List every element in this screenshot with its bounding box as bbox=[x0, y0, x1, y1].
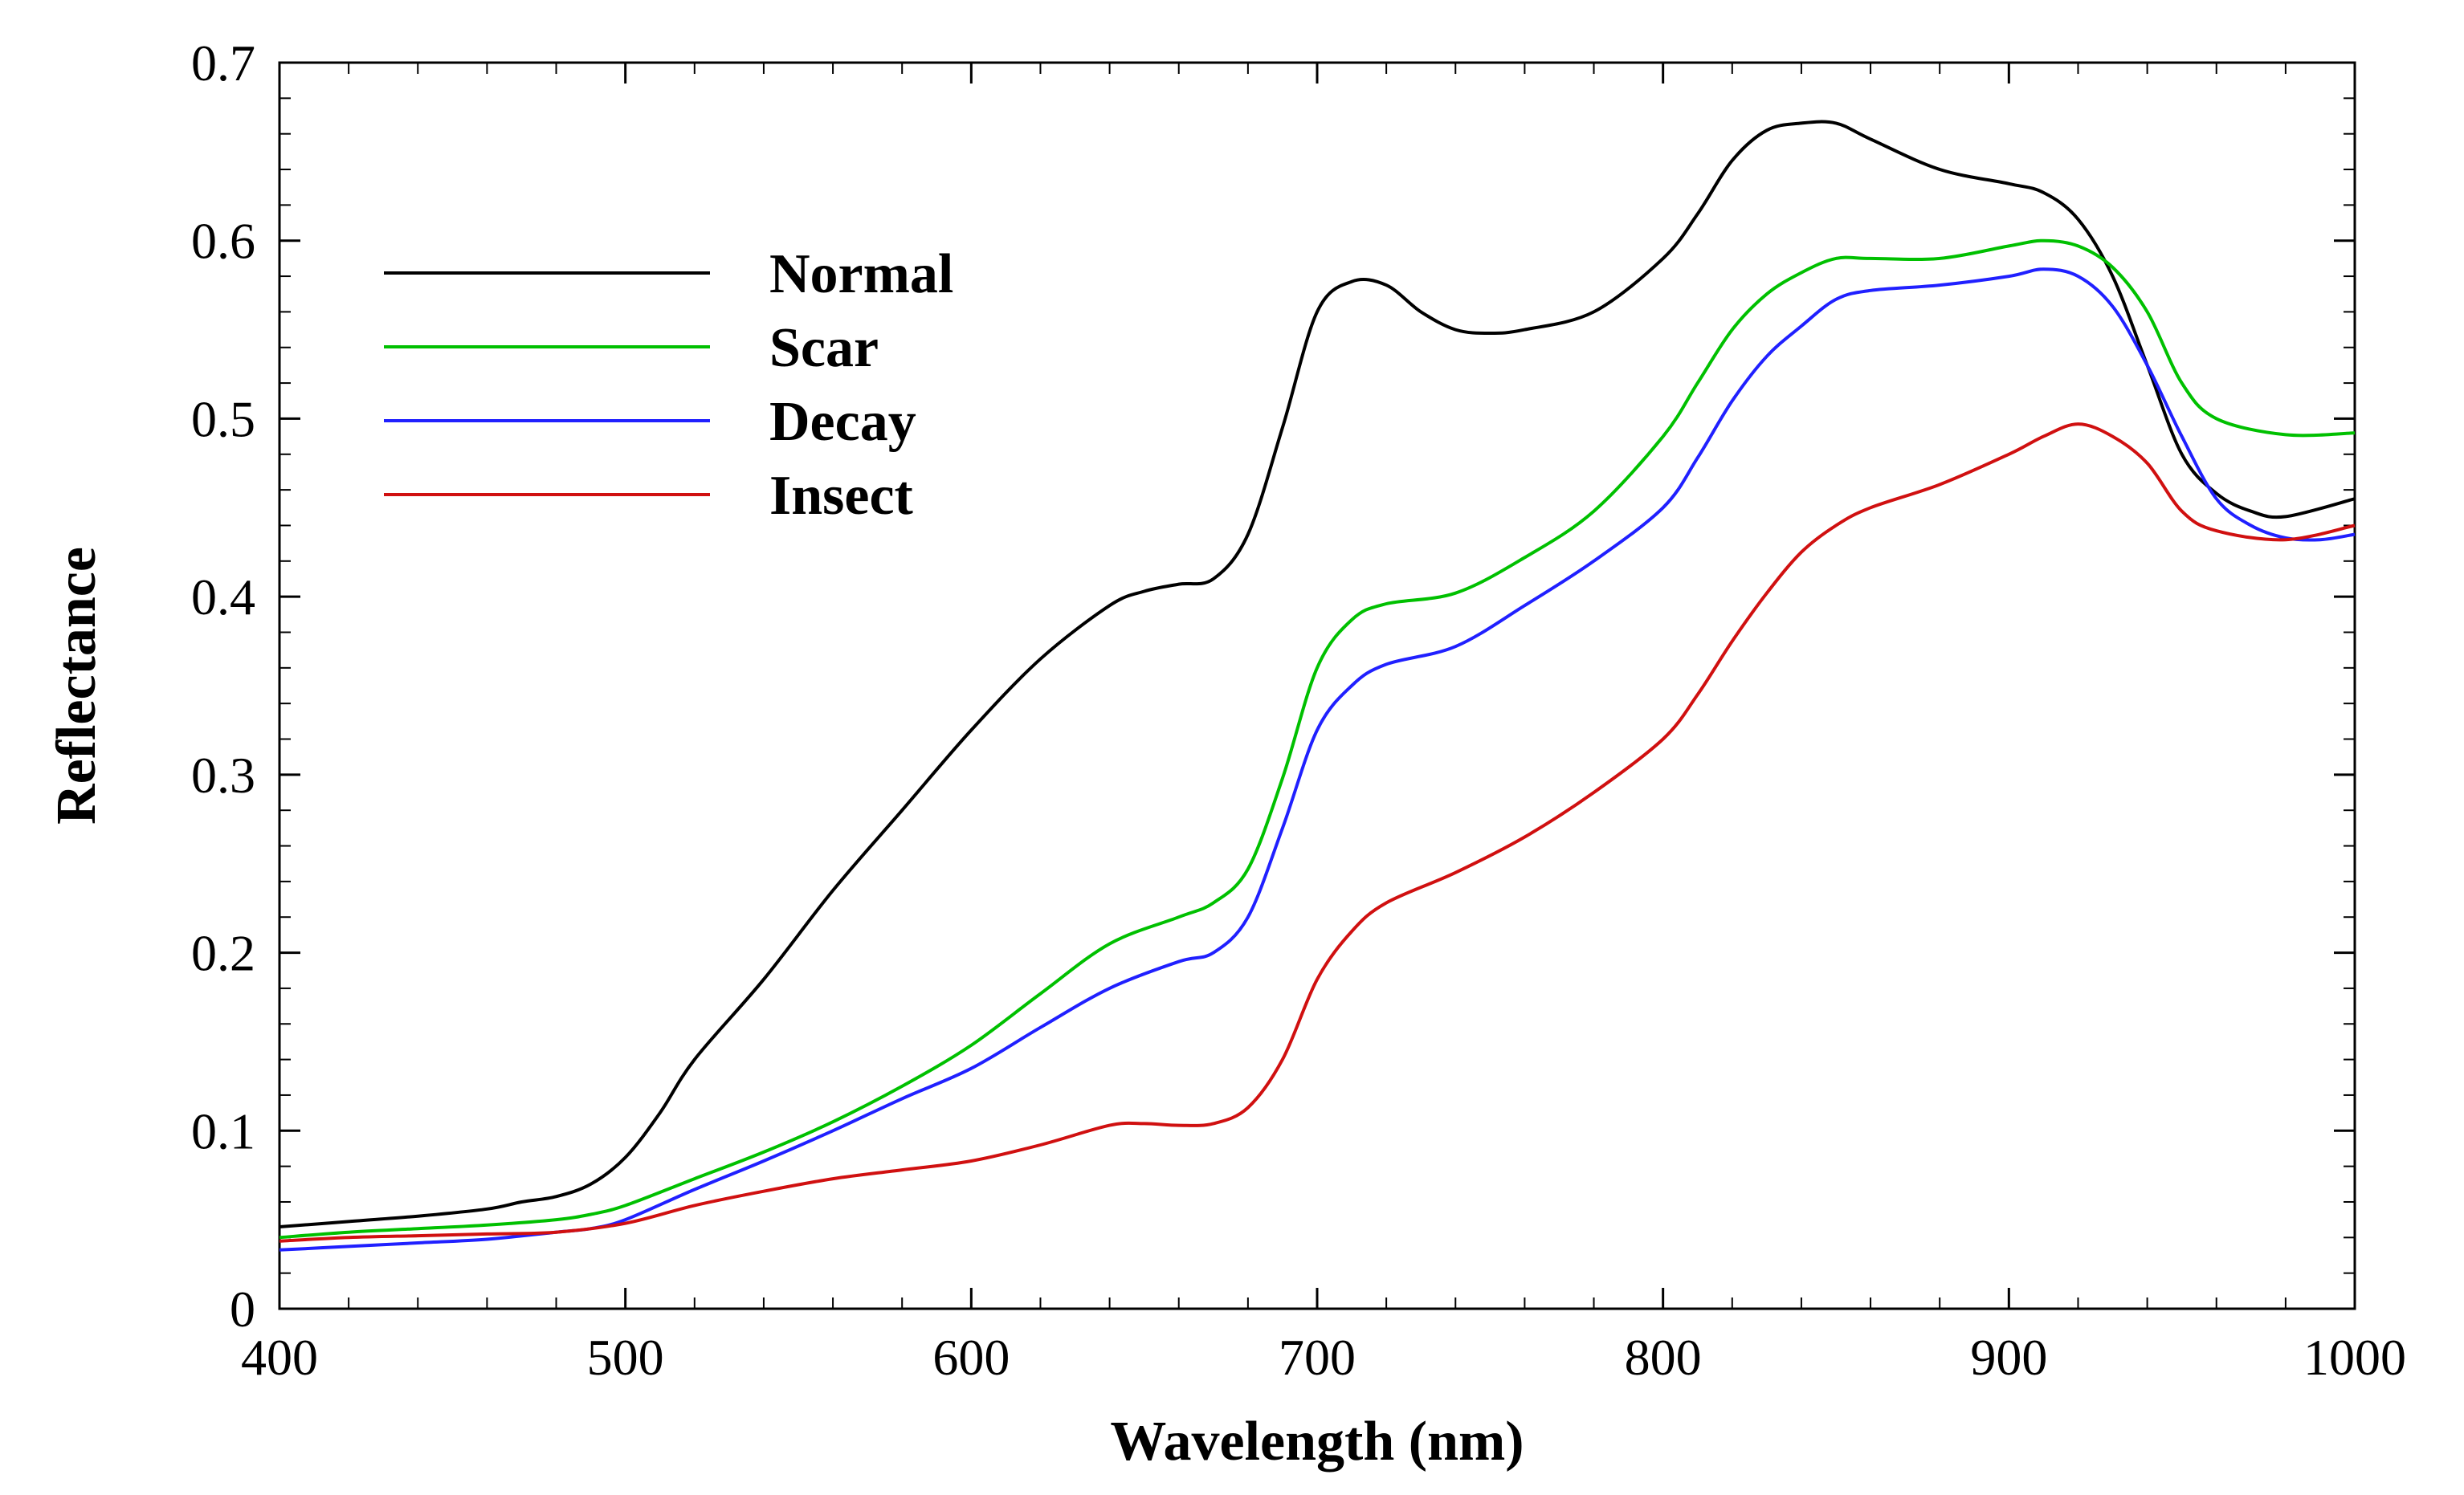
series-line-normal bbox=[279, 120, 2356, 1228]
legend-label-insect: Insect bbox=[769, 465, 913, 527]
x-tick-label: 800 bbox=[1625, 1329, 1702, 1386]
series-line-decay bbox=[279, 267, 2356, 1252]
y-tick-label: 0.4 bbox=[191, 568, 255, 625]
y-tick-label: 0.1 bbox=[191, 1102, 255, 1159]
axes-group: 400 500 600 700 800 900 1000 0 0.1 0.2 0.3 0.4 0.5 0.… bbox=[191, 35, 2406, 1386]
legend-label-scar: Scar bbox=[769, 317, 879, 379]
y-tick-label: 0 bbox=[230, 1281, 255, 1338]
y-tick-label: 0.3 bbox=[191, 747, 255, 804]
y-tick-label: 0.6 bbox=[191, 213, 255, 270]
x-axis-title: Wavelength (nm) bbox=[1110, 1411, 1524, 1473]
x-tick-label: 400 bbox=[241, 1329, 318, 1386]
series-line-insect bbox=[279, 422, 2356, 1243]
y-tick-label: 0.5 bbox=[191, 390, 255, 447]
x-tick-label: 500 bbox=[587, 1329, 664, 1386]
x-tick-label: 600 bbox=[932, 1329, 1010, 1386]
y-tick-label: 0.7 bbox=[191, 35, 255, 92]
legend: Normal Scar Decay Insect bbox=[384, 243, 953, 527]
x-tick-label: 1000 bbox=[2303, 1329, 2406, 1386]
legend-label-normal: Normal bbox=[769, 243, 953, 305]
legend-label-decay: Decay bbox=[769, 391, 916, 453]
x-tick-label: 700 bbox=[1279, 1329, 1356, 1386]
plot-frame bbox=[278, 61, 2356, 1310]
y-tick-label: 0.2 bbox=[191, 925, 255, 982]
series-line-scar bbox=[279, 238, 2356, 1240]
y-axis-title: Reflectance bbox=[46, 547, 108, 825]
x-tick-label: 900 bbox=[1970, 1329, 2047, 1386]
series-group bbox=[279, 120, 2356, 1252]
